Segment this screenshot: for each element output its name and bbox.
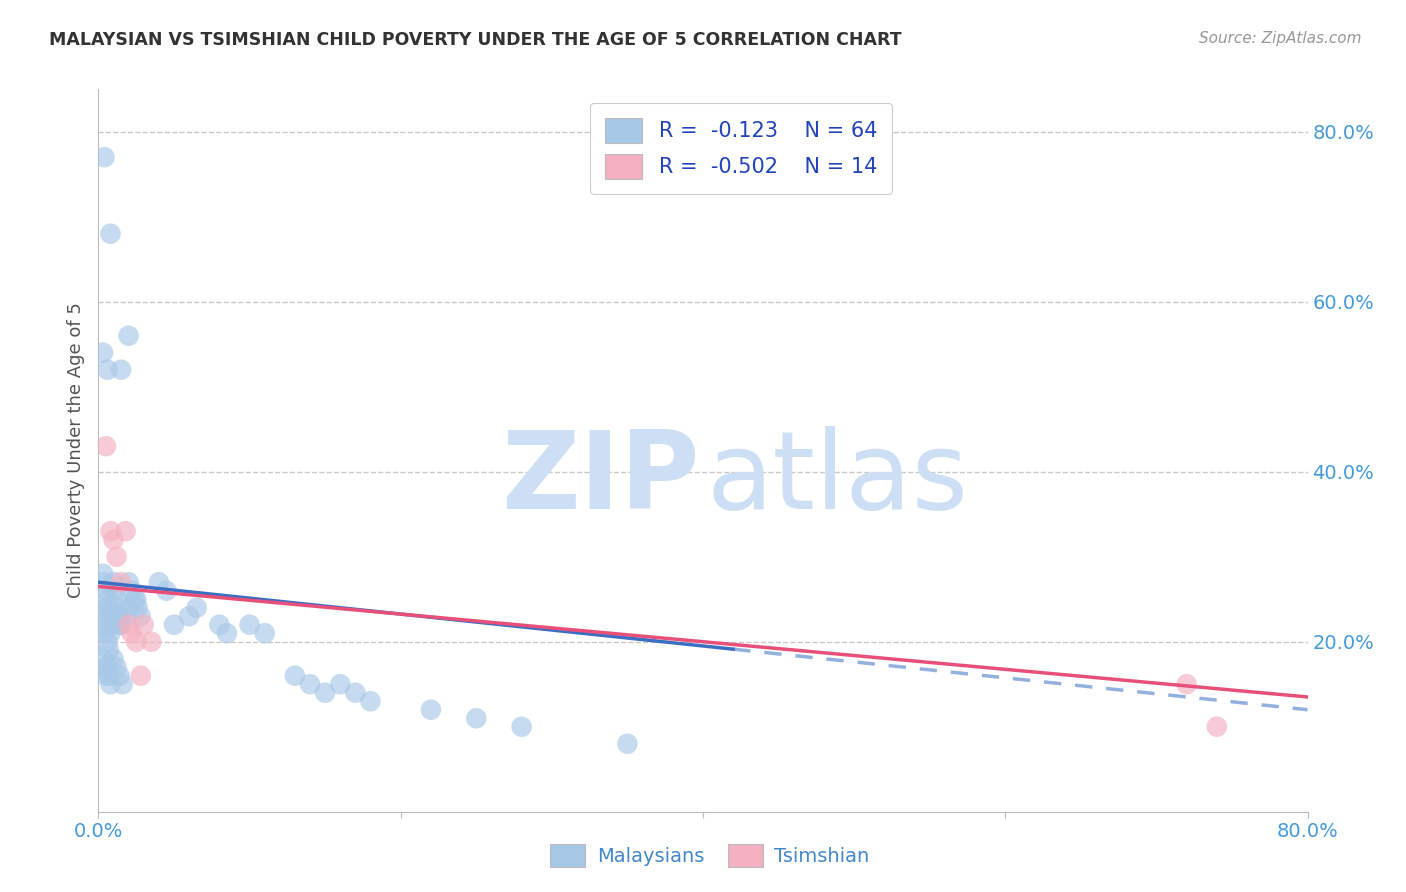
- Point: [91, 566, 114, 581]
- Point: [104, 583, 127, 598]
- Point: [616, 737, 638, 751]
- Point: [98, 643, 121, 657]
- Point: [91, 345, 114, 359]
- Point: [114, 524, 136, 539]
- Y-axis label: Child Poverty Under the Age of 5: Child Poverty Under the Age of 5: [66, 302, 84, 599]
- Point: [96, 660, 118, 674]
- Point: [100, 227, 122, 241]
- Point: [121, 626, 143, 640]
- Point: [103, 533, 125, 547]
- Point: [186, 600, 208, 615]
- Point: [1206, 720, 1229, 734]
- Point: [91, 651, 114, 665]
- Point: [125, 592, 148, 607]
- Point: [118, 328, 141, 343]
- Point: [121, 583, 143, 598]
- Text: ZIP: ZIP: [501, 426, 699, 533]
- Legend: R =  -0.123    N = 64, R =  -0.502    N = 14: R = -0.123 N = 64, R = -0.502 N = 14: [591, 103, 891, 194]
- Point: [208, 617, 231, 632]
- Point: [93, 150, 115, 164]
- Point: [420, 703, 443, 717]
- Point: [129, 609, 152, 624]
- Point: [118, 617, 141, 632]
- Point: [103, 575, 125, 590]
- Point: [100, 609, 122, 624]
- Point: [314, 686, 336, 700]
- Point: [105, 660, 128, 674]
- Point: [94, 439, 117, 453]
- Point: [118, 575, 141, 590]
- Point: [129, 669, 152, 683]
- Point: [284, 669, 307, 683]
- Text: MALAYSIAN VS TSIMSHIAN CHILD POVERTY UNDER THE AGE OF 5 CORRELATION CHART: MALAYSIAN VS TSIMSHIAN CHILD POVERTY UND…: [49, 31, 901, 49]
- Point: [125, 634, 148, 648]
- Point: [101, 617, 124, 632]
- Point: [110, 362, 132, 376]
- Point: [100, 626, 122, 640]
- Text: Source: ZipAtlas.com: Source: ZipAtlas.com: [1198, 31, 1361, 46]
- Point: [93, 575, 115, 590]
- Point: [93, 660, 115, 674]
- Point: [94, 583, 117, 598]
- Point: [105, 592, 128, 607]
- Point: [114, 609, 136, 624]
- Point: [100, 524, 122, 539]
- Point: [108, 609, 131, 624]
- Point: [94, 600, 117, 615]
- Legend: Malaysians, Tsimshian: Malaysians, Tsimshian: [543, 836, 877, 875]
- Point: [93, 626, 115, 640]
- Point: [98, 600, 121, 615]
- Point: [179, 609, 201, 624]
- Point: [107, 600, 129, 615]
- Point: [124, 592, 146, 607]
- Point: [465, 711, 488, 725]
- Point: [111, 677, 134, 691]
- Point: [148, 575, 170, 590]
- Point: [344, 686, 367, 700]
- Point: [127, 600, 149, 615]
- Point: [1175, 677, 1198, 691]
- Point: [299, 677, 322, 691]
- Point: [155, 583, 177, 598]
- Point: [103, 651, 125, 665]
- Point: [110, 617, 132, 632]
- Point: [360, 694, 382, 708]
- Point: [510, 720, 533, 734]
- Point: [141, 634, 163, 648]
- Point: [98, 669, 121, 683]
- Point: [239, 617, 262, 632]
- Point: [108, 669, 131, 683]
- Point: [110, 575, 132, 590]
- Point: [96, 634, 118, 648]
- Point: [215, 626, 238, 640]
- Point: [329, 677, 352, 691]
- Point: [90, 609, 112, 624]
- Point: [100, 677, 122, 691]
- Point: [253, 626, 276, 640]
- Point: [105, 549, 128, 564]
- Text: atlas: atlas: [707, 426, 969, 533]
- Point: [163, 617, 186, 632]
- Point: [132, 617, 155, 632]
- Point: [96, 592, 118, 607]
- Point: [96, 362, 118, 376]
- Point: [94, 669, 117, 683]
- Point: [91, 617, 114, 632]
- Point: [118, 600, 141, 615]
- Point: [110, 617, 132, 632]
